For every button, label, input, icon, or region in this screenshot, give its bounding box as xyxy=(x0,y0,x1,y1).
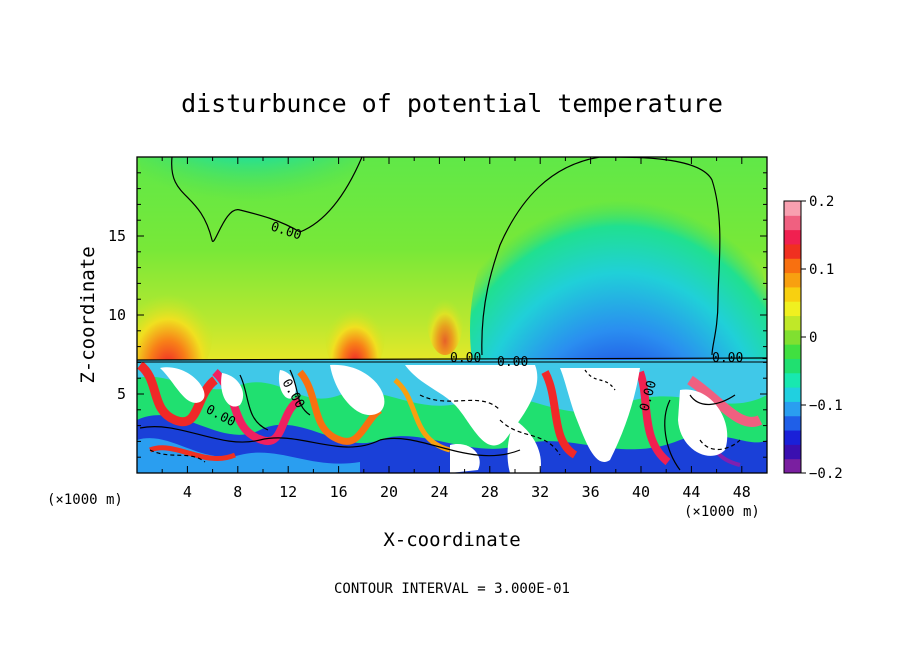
colorbar-swatch xyxy=(784,344,801,359)
y-tick-label: 10 xyxy=(108,306,126,324)
x-tick-label: 44 xyxy=(682,483,700,501)
colorbar-swatch xyxy=(784,229,801,245)
x-tick-label: 20 xyxy=(380,483,398,501)
colorbar-swatch xyxy=(784,444,801,460)
colorbar-swatch xyxy=(784,258,801,274)
y-tick-label: 5 xyxy=(117,385,126,403)
contour-labels: 0.00 0.00 0.00 0.00 0.00 0.00 0.00 xyxy=(203,220,743,431)
contour-label: 0.00 xyxy=(712,351,743,366)
zero-contour-right xyxy=(481,157,721,356)
colorbar-swatch xyxy=(784,401,801,417)
colorbar-tick-label: 0 xyxy=(809,330,817,346)
contour-lines xyxy=(137,157,767,471)
x-tick-label: 12 xyxy=(279,483,297,501)
colorbar-swatch xyxy=(784,430,801,445)
x-tick-label: 36 xyxy=(582,483,600,501)
x-tick-label: 40 xyxy=(632,483,650,501)
colorbar-tick-label: 0.2 xyxy=(809,194,834,210)
x-tick-label: 16 xyxy=(330,483,348,501)
colorbar-swatch xyxy=(784,458,801,474)
x-tick-label: 24 xyxy=(430,483,448,501)
contour-interval-note: CONTOUR INTERVAL = 3.000E-01 xyxy=(334,581,570,597)
x-tick-label: 28 xyxy=(481,483,499,501)
y-axis-label: Z-coordinate xyxy=(77,246,99,383)
colorbar-swatch xyxy=(784,315,801,331)
x-axis-label: X-coordinate xyxy=(383,529,520,551)
top-cyan-patch xyxy=(140,157,360,230)
warm-anomaly-mid xyxy=(325,290,385,380)
colorbar-swatch xyxy=(784,372,801,388)
x-tick-label: 8 xyxy=(233,483,242,501)
x-tick-label: 4 xyxy=(183,483,192,501)
contour-label: 0.00 xyxy=(497,355,528,370)
colorbar-swatch xyxy=(784,415,801,431)
plot-area: 0.00 0.00 0.00 0.00 0.00 0.00 0.00 xyxy=(137,157,767,473)
colorbar-swatch xyxy=(784,329,801,345)
zero-contour-interface xyxy=(137,357,767,361)
zero-contour-left xyxy=(171,157,363,243)
colorbar-tick-label: 0.1 xyxy=(809,262,834,278)
colorbar-tick-label: −0.1 xyxy=(809,398,843,414)
y-axis: 5 10 15 xyxy=(108,172,767,458)
colorbar-swatch xyxy=(784,272,801,288)
colorbar-tick-label: −0.2 xyxy=(809,466,843,482)
colorbar-swatch xyxy=(784,358,801,374)
x-axis: 4 8 12 16 20 24 28 32 36 40 44 48 xyxy=(136,157,768,501)
warm-anomaly-small xyxy=(427,285,463,355)
colorbar-swatch xyxy=(784,201,801,216)
x-unit-label-left: (×1000 m) xyxy=(47,492,123,508)
x-unit-label-right: (×1000 m) xyxy=(684,504,760,520)
colorbar-swatch xyxy=(784,387,801,402)
x-tick-label: 48 xyxy=(733,483,751,501)
x-tick-label: 32 xyxy=(531,483,549,501)
contour-label: 0.00 xyxy=(450,351,481,366)
y-tick-label: 15 xyxy=(108,227,126,245)
colorbar: 0.2 0.1 0 −0.1 −0.2 xyxy=(783,194,843,482)
colorbar-swatch xyxy=(784,286,801,302)
colorbar-swatch xyxy=(784,243,801,259)
colorbar-swatch xyxy=(784,215,801,231)
chart-title: disturbunce of potential temperature xyxy=(181,89,723,118)
colorbar-swatch xyxy=(784,301,801,317)
